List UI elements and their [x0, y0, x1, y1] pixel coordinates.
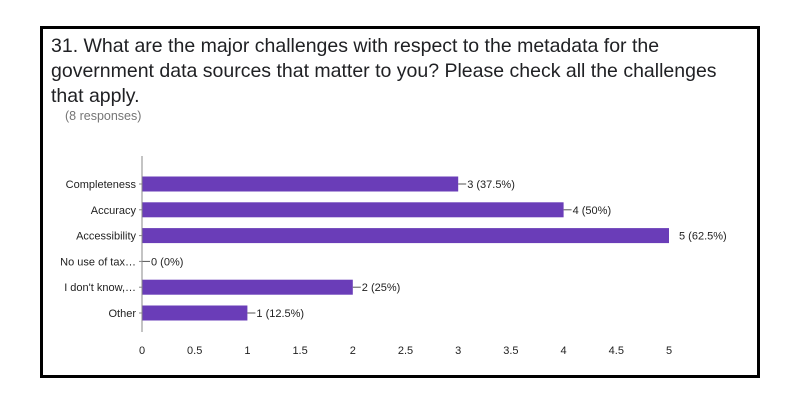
category-label: Completeness	[66, 179, 137, 191]
x-tick-label: 3.5	[503, 345, 518, 357]
response-count: (8 responses)	[65, 109, 142, 123]
data-label: 0 (0%)	[151, 256, 183, 268]
x-tick-label: 1	[244, 345, 250, 357]
x-tick-label: 4	[561, 345, 567, 357]
data-label: 4 (50%)	[573, 205, 612, 217]
question-title: 31. What are the major challenges with r…	[51, 35, 717, 107]
bar	[142, 202, 564, 218]
x-tick-label: 4.5	[609, 345, 624, 357]
bar	[142, 305, 248, 321]
x-tick-label: 3	[455, 345, 461, 357]
category-label: Accuracy	[91, 205, 137, 217]
category-label: Accessibility	[76, 231, 136, 243]
x-tick-label: 2	[350, 345, 356, 357]
data-label: 1 (12.5%)	[256, 308, 304, 320]
x-tick-label: 1.5	[292, 345, 307, 357]
bar	[142, 176, 459, 192]
category-label: Other	[108, 308, 136, 320]
category-label: I don't know,…	[64, 282, 136, 294]
x-tick-label: 2.5	[398, 345, 413, 357]
category-label: No use of tax…	[60, 256, 136, 268]
data-label: 3 (37.5%)	[467, 179, 515, 191]
x-tick-label: 5	[666, 345, 672, 357]
bar-chart: Completeness 3 (37.5%) Accuracy 4 (50%) Acce…	[60, 156, 727, 357]
chart-frame: 31. What are the major challenges with r…	[40, 26, 760, 378]
data-label: 2 (25%)	[362, 282, 401, 294]
data-label: 5 (62.5%)	[679, 231, 727, 243]
x-tick-label: 0.5	[187, 345, 202, 357]
x-tick-label: 0	[139, 345, 145, 357]
bar	[142, 279, 353, 295]
bar	[142, 228, 669, 244]
